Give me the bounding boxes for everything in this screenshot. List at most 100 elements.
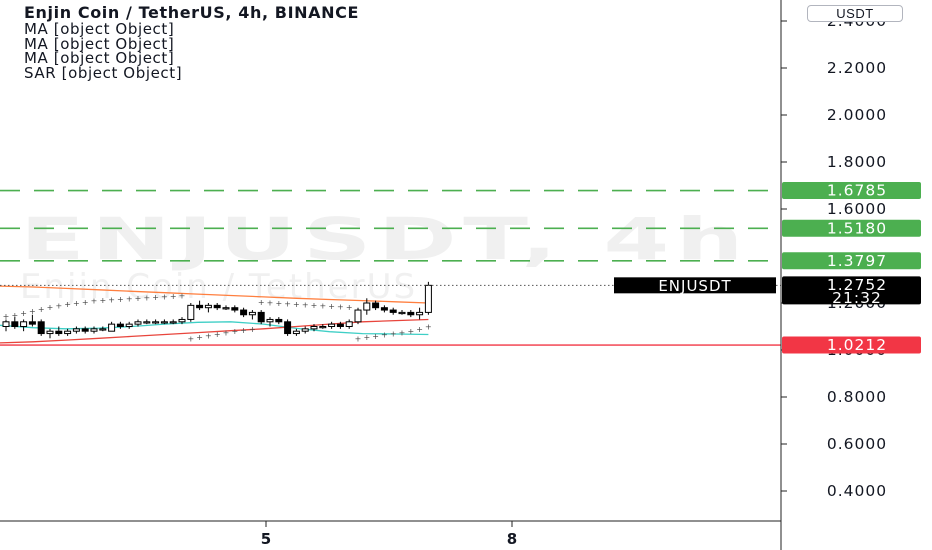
sar-dot: + bbox=[249, 325, 256, 334]
candle-body bbox=[328, 323, 336, 327]
sar-dot: + bbox=[161, 292, 168, 301]
sar-dot: + bbox=[99, 296, 106, 305]
candle bbox=[160, 319, 168, 325]
candle bbox=[328, 321, 336, 329]
sar-dot: + bbox=[108, 295, 115, 304]
symbol-label-bg bbox=[614, 277, 776, 294]
parabolic-sar: + + + + + + + + + + + + + + + + + + + + ++ + + + + + + ++ + + + + + + + + + +… bbox=[3, 292, 432, 344]
candle-body bbox=[372, 302, 380, 309]
sar-dot: + bbox=[55, 301, 62, 310]
candle bbox=[2, 319, 10, 332]
candle-body bbox=[336, 323, 344, 327]
candle bbox=[372, 300, 380, 311]
y-tick-label: 0.4000 bbox=[827, 482, 887, 500]
sar-dot: + bbox=[302, 300, 309, 309]
candlesticks bbox=[2, 281, 432, 339]
candle bbox=[11, 317, 19, 329]
candle-body bbox=[380, 307, 388, 311]
candle bbox=[222, 305, 230, 311]
candle-body bbox=[72, 328, 80, 332]
candle bbox=[416, 307, 424, 320]
sar-dot: + bbox=[11, 311, 18, 320]
sar-dot: + bbox=[407, 327, 414, 336]
sar-dot: + bbox=[293, 300, 300, 309]
candle bbox=[143, 319, 151, 325]
candle bbox=[64, 328, 72, 336]
level-tag-4-text: 1.0212 bbox=[827, 336, 887, 354]
candle-body bbox=[81, 328, 89, 332]
sar-dot: + bbox=[328, 302, 335, 311]
candle bbox=[354, 307, 362, 325]
candle bbox=[125, 321, 133, 329]
candle-body bbox=[292, 330, 300, 335]
indicator-ma-2[interactable]: MA [object Object] bbox=[24, 34, 175, 53]
indicator-ma-1[interactable]: MA [object Object] bbox=[24, 20, 175, 38]
candle-body bbox=[143, 321, 151, 324]
candle-body bbox=[11, 321, 19, 327]
level-tag-2: 1.5180 bbox=[782, 219, 921, 237]
sar-dot: + bbox=[363, 333, 370, 342]
sar-dot: + bbox=[179, 292, 186, 301]
candle bbox=[134, 319, 142, 327]
chart-title: Enjin Coin / TetherUS, 4h, BINANCE bbox=[24, 3, 359, 22]
sar-dot: + bbox=[223, 329, 230, 338]
sar-dot: + bbox=[64, 300, 71, 309]
sar-dot: + bbox=[38, 305, 45, 314]
candle-body bbox=[196, 304, 204, 309]
sar-dot: + bbox=[416, 325, 423, 334]
y-tick-label: 0.8000 bbox=[827, 388, 887, 406]
level-tag-4-bg bbox=[782, 336, 921, 354]
indicator-ma-3[interactable]: MA [object Object] bbox=[24, 49, 175, 67]
y-tick-label: 1.6000 bbox=[827, 200, 887, 218]
candle bbox=[72, 326, 80, 334]
level-tag-3: 1.3797 bbox=[782, 252, 921, 270]
candle-body bbox=[345, 321, 353, 327]
candle bbox=[231, 305, 239, 313]
indicator-sar[interactable]: SAR [object Object] bbox=[24, 63, 183, 82]
candle-body bbox=[178, 318, 186, 323]
last-price-tag-text: 21:32 bbox=[832, 289, 882, 307]
candle-body bbox=[187, 304, 195, 320]
level-tag-3-bg bbox=[782, 252, 921, 270]
sar-dot: + bbox=[399, 328, 406, 337]
y-tick-label: 2.2000 bbox=[827, 59, 887, 77]
candle-body bbox=[319, 326, 327, 329]
candle-body bbox=[160, 321, 168, 324]
candle-body bbox=[213, 304, 221, 309]
level-tag-2-text: 1.5180 bbox=[827, 219, 887, 237]
candle bbox=[108, 321, 116, 332]
candle-body bbox=[20, 321, 28, 327]
candle-body bbox=[248, 311, 256, 316]
candle bbox=[275, 317, 283, 325]
currency-selector[interactable]: USDT bbox=[807, 5, 903, 22]
ma-line-1 bbox=[0, 285, 429, 304]
candle bbox=[380, 305, 388, 313]
candle-body bbox=[152, 321, 160, 324]
candle bbox=[90, 326, 98, 334]
candle-body bbox=[116, 323, 124, 327]
candle bbox=[204, 303, 212, 313]
sar-dot: + bbox=[29, 307, 36, 316]
sar-dot: + bbox=[20, 309, 27, 318]
candle-body bbox=[55, 330, 63, 335]
candle bbox=[424, 281, 432, 315]
sar-dot: + bbox=[214, 330, 221, 339]
candle-body bbox=[301, 328, 309, 332]
horizontal-lines bbox=[0, 189, 781, 346]
sar-dot: + bbox=[231, 327, 238, 336]
candle bbox=[284, 319, 292, 336]
sar-dot: + bbox=[284, 299, 291, 308]
candle bbox=[187, 303, 195, 322]
level-tag-2-bg bbox=[782, 219, 921, 237]
candle-body bbox=[284, 321, 292, 335]
legend: Enjin Coin / TetherUS, 4h, BINANCE MA [o… bbox=[24, 4, 359, 80]
candle-body bbox=[424, 284, 432, 313]
candle bbox=[28, 314, 36, 327]
candle-body bbox=[240, 309, 248, 316]
level-tag-1-bg bbox=[782, 182, 921, 200]
candle-body bbox=[398, 311, 406, 315]
sar-dot: + bbox=[117, 295, 124, 304]
candle-body bbox=[275, 318, 283, 323]
